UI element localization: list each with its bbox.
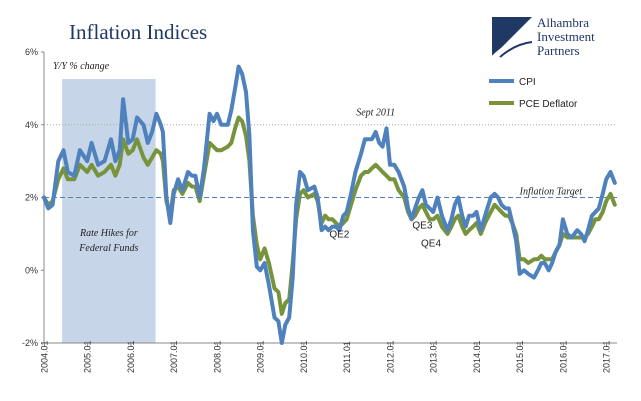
- annotation-sept-2011: Sept 2011: [356, 108, 395, 119]
- annotation-qe4: QE4: [421, 239, 441, 250]
- y-tick-label: -2%: [22, 338, 38, 348]
- legend: CPI PCE Deflator: [489, 77, 578, 110]
- x-tick-label: 2013.01: [429, 340, 439, 373]
- y-tick-label: 2%: [25, 193, 38, 203]
- x-tick-label: 2008.01: [212, 340, 222, 373]
- x-tick-label: 2015.01: [515, 340, 525, 373]
- cpi-series-line: [42, 64, 617, 345]
- legend-label-pce: PCE Deflator: [519, 99, 578, 110]
- x-tick-label: 2007.01: [169, 340, 179, 373]
- x-tick-label: 2010.01: [299, 340, 309, 373]
- brand-line-3: Partners: [537, 43, 580, 58]
- x-tick-label: 2017.01: [602, 340, 612, 373]
- x-tick-label: 2006.01: [126, 340, 136, 373]
- x-tick-label: 2011.01: [342, 341, 352, 373]
- chart-title: Inflation Indices: [69, 20, 207, 44]
- x-tick-label: 2009.01: [256, 340, 266, 373]
- inflation-target-label: Inflation Target: [519, 187, 583, 198]
- x-tick-label: 2016.01: [558, 340, 568, 373]
- rate-hike-label-line-2: Federal Funds: [78, 243, 138, 254]
- chart-subtitle: Y/Y % change: [53, 61, 110, 72]
- y-tick-label: 4%: [25, 120, 38, 130]
- brand-logo: Alhambra Investment Partners: [491, 15, 595, 58]
- y-tick-label: 6%: [25, 47, 38, 57]
- x-tick-label: 2012.01: [385, 340, 395, 373]
- legend-label-cpi: CPI: [519, 77, 536, 88]
- annotation-qe2: QE2: [329, 230, 349, 241]
- brand-line-1: Alhambra: [537, 15, 589, 30]
- brand-line-2: Investment: [537, 29, 595, 44]
- rate-hike-label-line-1: Rate Hikes for: [79, 228, 138, 239]
- y-tick-label: 0%: [25, 265, 38, 275]
- x-tick-label: 2005.01: [83, 340, 93, 373]
- x-tick-label: 2004.01: [39, 340, 49, 373]
- alhambra-logo-icon: [491, 17, 533, 58]
- rate-hike-shaded-region: [62, 79, 156, 343]
- annotation-qe3: QE3: [412, 220, 432, 231]
- x-tick-label: 2014.01: [472, 340, 482, 373]
